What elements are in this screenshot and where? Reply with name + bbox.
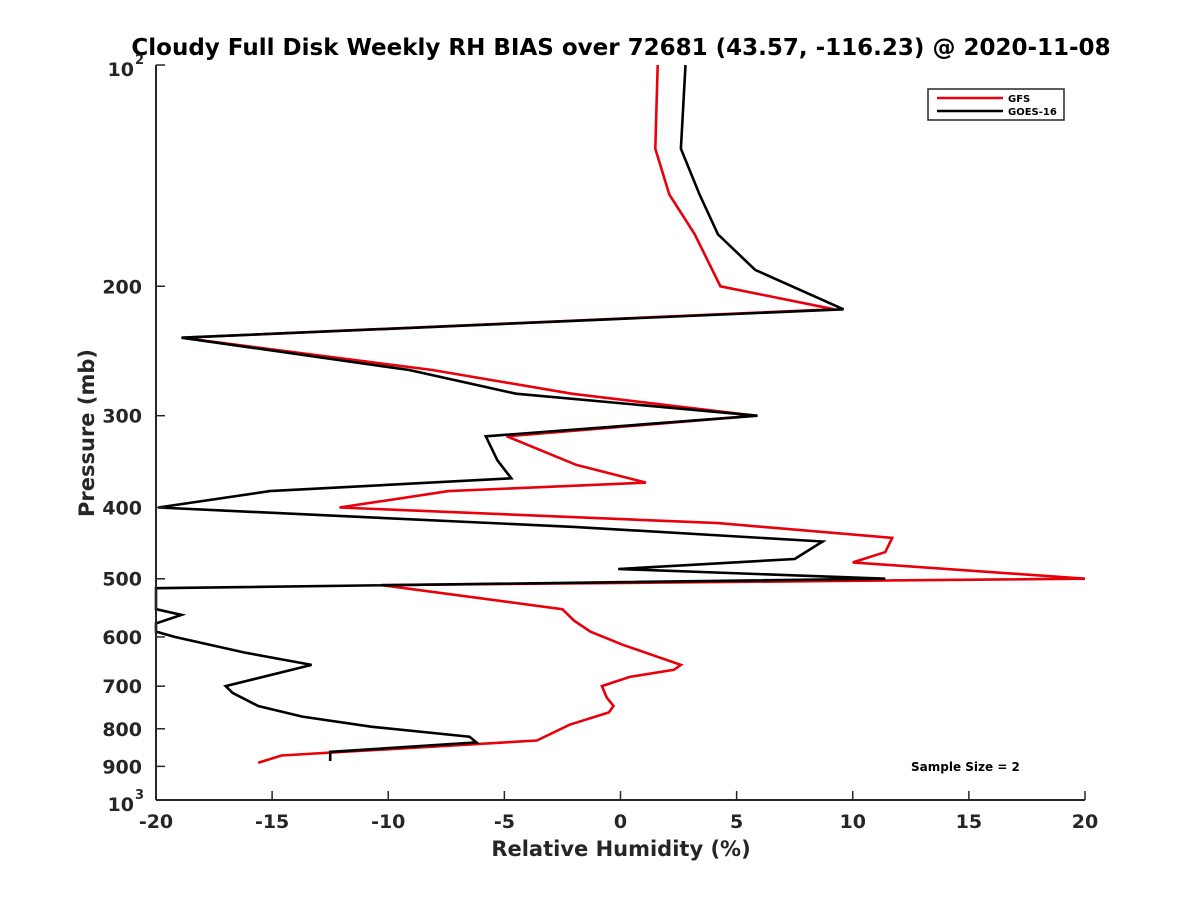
x-axis-ticks: -20 -15 -10 -5 0 5 10 15 20	[139, 791, 1098, 833]
y-tick-label: 600	[102, 627, 142, 649]
plot-area: -20 -15 -10 -5 0 5 10 15 20 10 220030040050060070…	[102, 53, 1098, 833]
chart-title: Cloudy Full Disk Weekly RH BIAS over 726…	[131, 35, 1110, 61]
y-tick-exponent: 3	[135, 788, 144, 803]
y-tick-label: 400	[102, 498, 142, 520]
y-tick-label: 200	[102, 276, 142, 298]
legend-label-goes16: GOES-16	[1008, 107, 1057, 118]
x-tick-label: 15	[956, 811, 982, 833]
x-tick-label: 5	[730, 811, 743, 833]
y-tick-label: 10	[108, 59, 134, 81]
y-axis-label: Pressure (mb)	[75, 349, 99, 517]
y-tick-label: 900	[102, 756, 142, 778]
x-tick-label: 10	[840, 811, 866, 833]
legend: GFS GOES-16	[927, 88, 1065, 121]
plot-background	[156, 65, 1085, 800]
y-tick-label: 10	[108, 794, 134, 816]
series-layer	[154, 64, 1086, 765]
x-tick-label: -20	[139, 811, 173, 833]
x-axis-label: Relative Humidity (%)	[491, 837, 750, 861]
legend-label-gfs: GFS	[1008, 94, 1030, 105]
x-tick-label: -5	[494, 811, 515, 833]
sample-size-annotation: Sample Size = 2	[911, 760, 1020, 774]
legend-box	[927, 88, 1065, 121]
x-tick-label: 20	[1072, 811, 1098, 833]
y-tick-label: 800	[102, 719, 142, 741]
y-tick-label: 300	[102, 406, 142, 428]
y-tick-label: 500	[102, 569, 142, 591]
x-tick-label: -10	[371, 811, 405, 833]
y-tick-label: 700	[102, 676, 142, 698]
x-tick-label: 0	[614, 811, 627, 833]
series-line-goes16	[154, 64, 886, 761]
y-tick-exponent: 2	[135, 53, 144, 68]
x-tick-label: -15	[255, 811, 289, 833]
